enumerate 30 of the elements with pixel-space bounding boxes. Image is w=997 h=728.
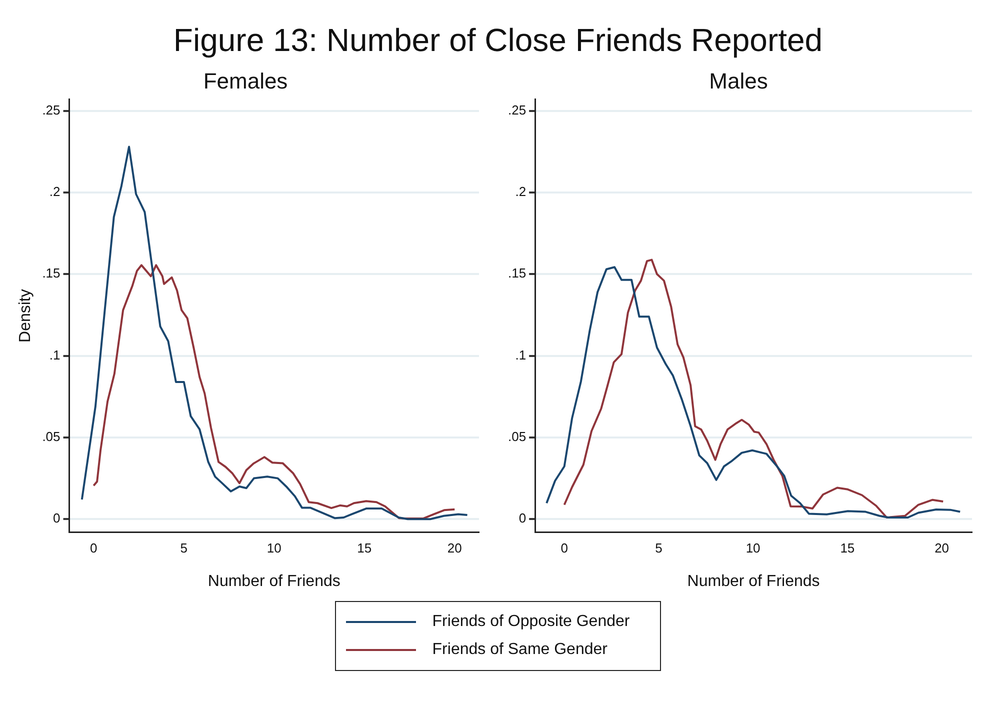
legend-label: Friends of Opposite Gender <box>432 613 630 631</box>
y-tick-label: .25 <box>42 102 60 118</box>
y-tick-label: .2 <box>515 184 526 200</box>
x-tick-label: 10 <box>266 540 282 556</box>
legend-label: Friends of Same Gender <box>432 641 608 659</box>
x-tick-label: 20 <box>934 540 950 556</box>
x-tick-label: 0 <box>560 540 568 556</box>
y-tick-label: .25 <box>508 102 526 118</box>
y-tick-label: .1 <box>515 347 526 362</box>
x-tick-label: 20 <box>447 540 462 556</box>
y-tick-label: .2 <box>49 184 60 200</box>
x-tick-label: 0 <box>90 540 98 556</box>
x-axis-title: Number of Friends <box>208 572 340 590</box>
y-tick-label: .15 <box>42 266 60 281</box>
y-tick-label: .05 <box>508 429 526 444</box>
y-axis-title: Density <box>17 289 34 342</box>
y-tick-label: .15 <box>508 266 526 281</box>
y-tick-label: .1 <box>49 347 60 362</box>
x-tick-label: 15 <box>840 540 855 556</box>
x-tick-label: 15 <box>357 540 372 556</box>
y-tick-label: 0 <box>53 510 60 526</box>
y-tick-label: 0 <box>518 510 526 526</box>
chart-subtitle: Females <box>203 68 288 94</box>
x-tick-label: 5 <box>655 540 662 556</box>
y-tick-label: .05 <box>42 429 60 444</box>
x-axis-title: Number of Friends <box>687 572 820 590</box>
chart-title: Figure 13: Number of Close Friends Reported <box>172 21 824 60</box>
x-tick-label: 5 <box>180 540 188 556</box>
chart-subtitle: Males <box>709 68 768 94</box>
x-tick-label: 10 <box>746 540 760 556</box>
